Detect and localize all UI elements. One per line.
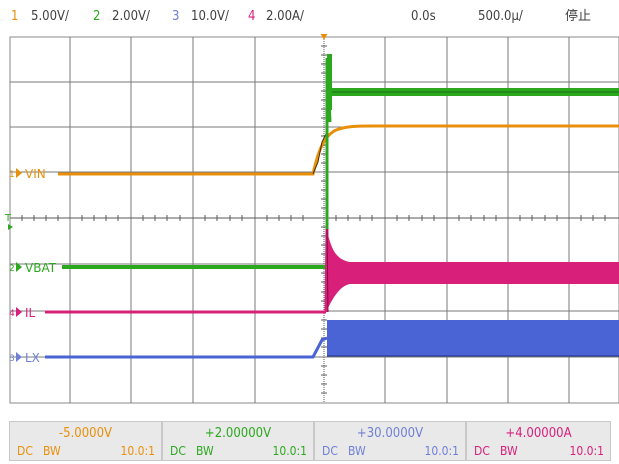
ch3-scale[interactable]: 10.0V/	[191, 9, 229, 24]
ch3-number[interactable]: 3	[172, 9, 180, 24]
svg-text:VBAT: VBAT	[25, 261, 57, 275]
center-axes	[10, 37, 619, 403]
svg-text:IL: IL	[25, 306, 36, 320]
ch3-offset: +30.0000V	[356, 426, 424, 441]
waveform-canvas: T 1 VIN 2 VBAT 4 IL 3 LX	[4, 34, 619, 404]
ch1-bw-limit: BW	[43, 444, 61, 458]
ch1-scale[interactable]: 5.00V/	[31, 9, 69, 24]
ch2-settings[interactable]: +2.00000V DC BW 10.0:1	[162, 421, 314, 461]
ch3-lx-trace	[45, 320, 619, 359]
ch4-number[interactable]: 4	[248, 9, 256, 24]
ch4-il-trace	[45, 228, 619, 314]
ch1-offset: -5.0000V	[58, 426, 113, 441]
ch2-coupling: DC	[170, 444, 186, 458]
run-state[interactable]: 停止	[565, 9, 592, 24]
ch4-coupling: DC	[474, 444, 490, 458]
ch3-coupling: DC	[322, 444, 338, 458]
svg-text:3: 3	[9, 354, 15, 364]
time-position[interactable]: 0.0s	[411, 9, 436, 24]
time-scale[interactable]: 500.0µ/	[478, 9, 523, 24]
ch4-label[interactable]: 4 IL	[9, 306, 36, 320]
svg-text:VIN: VIN	[25, 167, 46, 181]
waveform-display[interactable]: T 1 VIN 2 VBAT 4 IL 3 LX	[0, 34, 619, 406]
trigger-marker[interactable]: T	[4, 213, 13, 230]
svg-text:LX: LX	[25, 351, 40, 365]
ch4-bw-limit: BW	[500, 444, 518, 458]
ch1-number[interactable]: 1	[11, 9, 19, 24]
ch4-scale[interactable]: 2.00A/	[266, 9, 304, 24]
status-bar: 1 5.00V/ 2 2.00V/ 3 10.0V/ 4 2.00A/ 0.0s…	[0, 0, 619, 34]
ch4-probe: 10.0:1	[569, 444, 604, 458]
ch2-offset: +2.00000V	[204, 426, 272, 441]
ch2-number[interactable]: 2	[93, 9, 101, 24]
ch2-bw-limit: BW	[196, 444, 214, 458]
axis-ticks	[21, 45, 606, 394]
channel-settings-bar: -5.0000V DC BW 10.0:1 +2.00000V DC BW 10…	[0, 406, 619, 464]
ch2-probe: 10.0:1	[272, 444, 307, 458]
ch1-coupling: DC	[17, 444, 33, 458]
ch4-offset: +4.00000A	[505, 426, 572, 441]
trigger-label: T	[4, 213, 12, 224]
ch2-scale[interactable]: 2.00V/	[112, 9, 150, 24]
ch3-settings[interactable]: +30.0000V DC BW 10.0:1	[314, 421, 466, 461]
ch2-vbat-trace	[62, 54, 619, 269]
svg-text:1: 1	[9, 170, 15, 180]
ch1-settings[interactable]: -5.0000V DC BW 10.0:1	[9, 421, 162, 461]
time-reference-marker[interactable]	[320, 34, 328, 40]
svg-text:2: 2	[9, 264, 15, 274]
ch1-probe: 10.0:1	[120, 444, 155, 458]
svg-text:4: 4	[9, 309, 15, 319]
ch3-label[interactable]: 3 LX	[9, 351, 40, 365]
ch1-vin-trace	[58, 124, 619, 176]
ch4-settings[interactable]: +4.00000A DC BW 10.0:1	[466, 421, 611, 461]
ch2-label[interactable]: 2 VBAT	[9, 261, 57, 275]
ch1-label[interactable]: 1 VIN	[9, 167, 46, 181]
ch3-probe: 10.0:1	[424, 444, 459, 458]
ch3-bw-limit: BW	[348, 444, 366, 458]
